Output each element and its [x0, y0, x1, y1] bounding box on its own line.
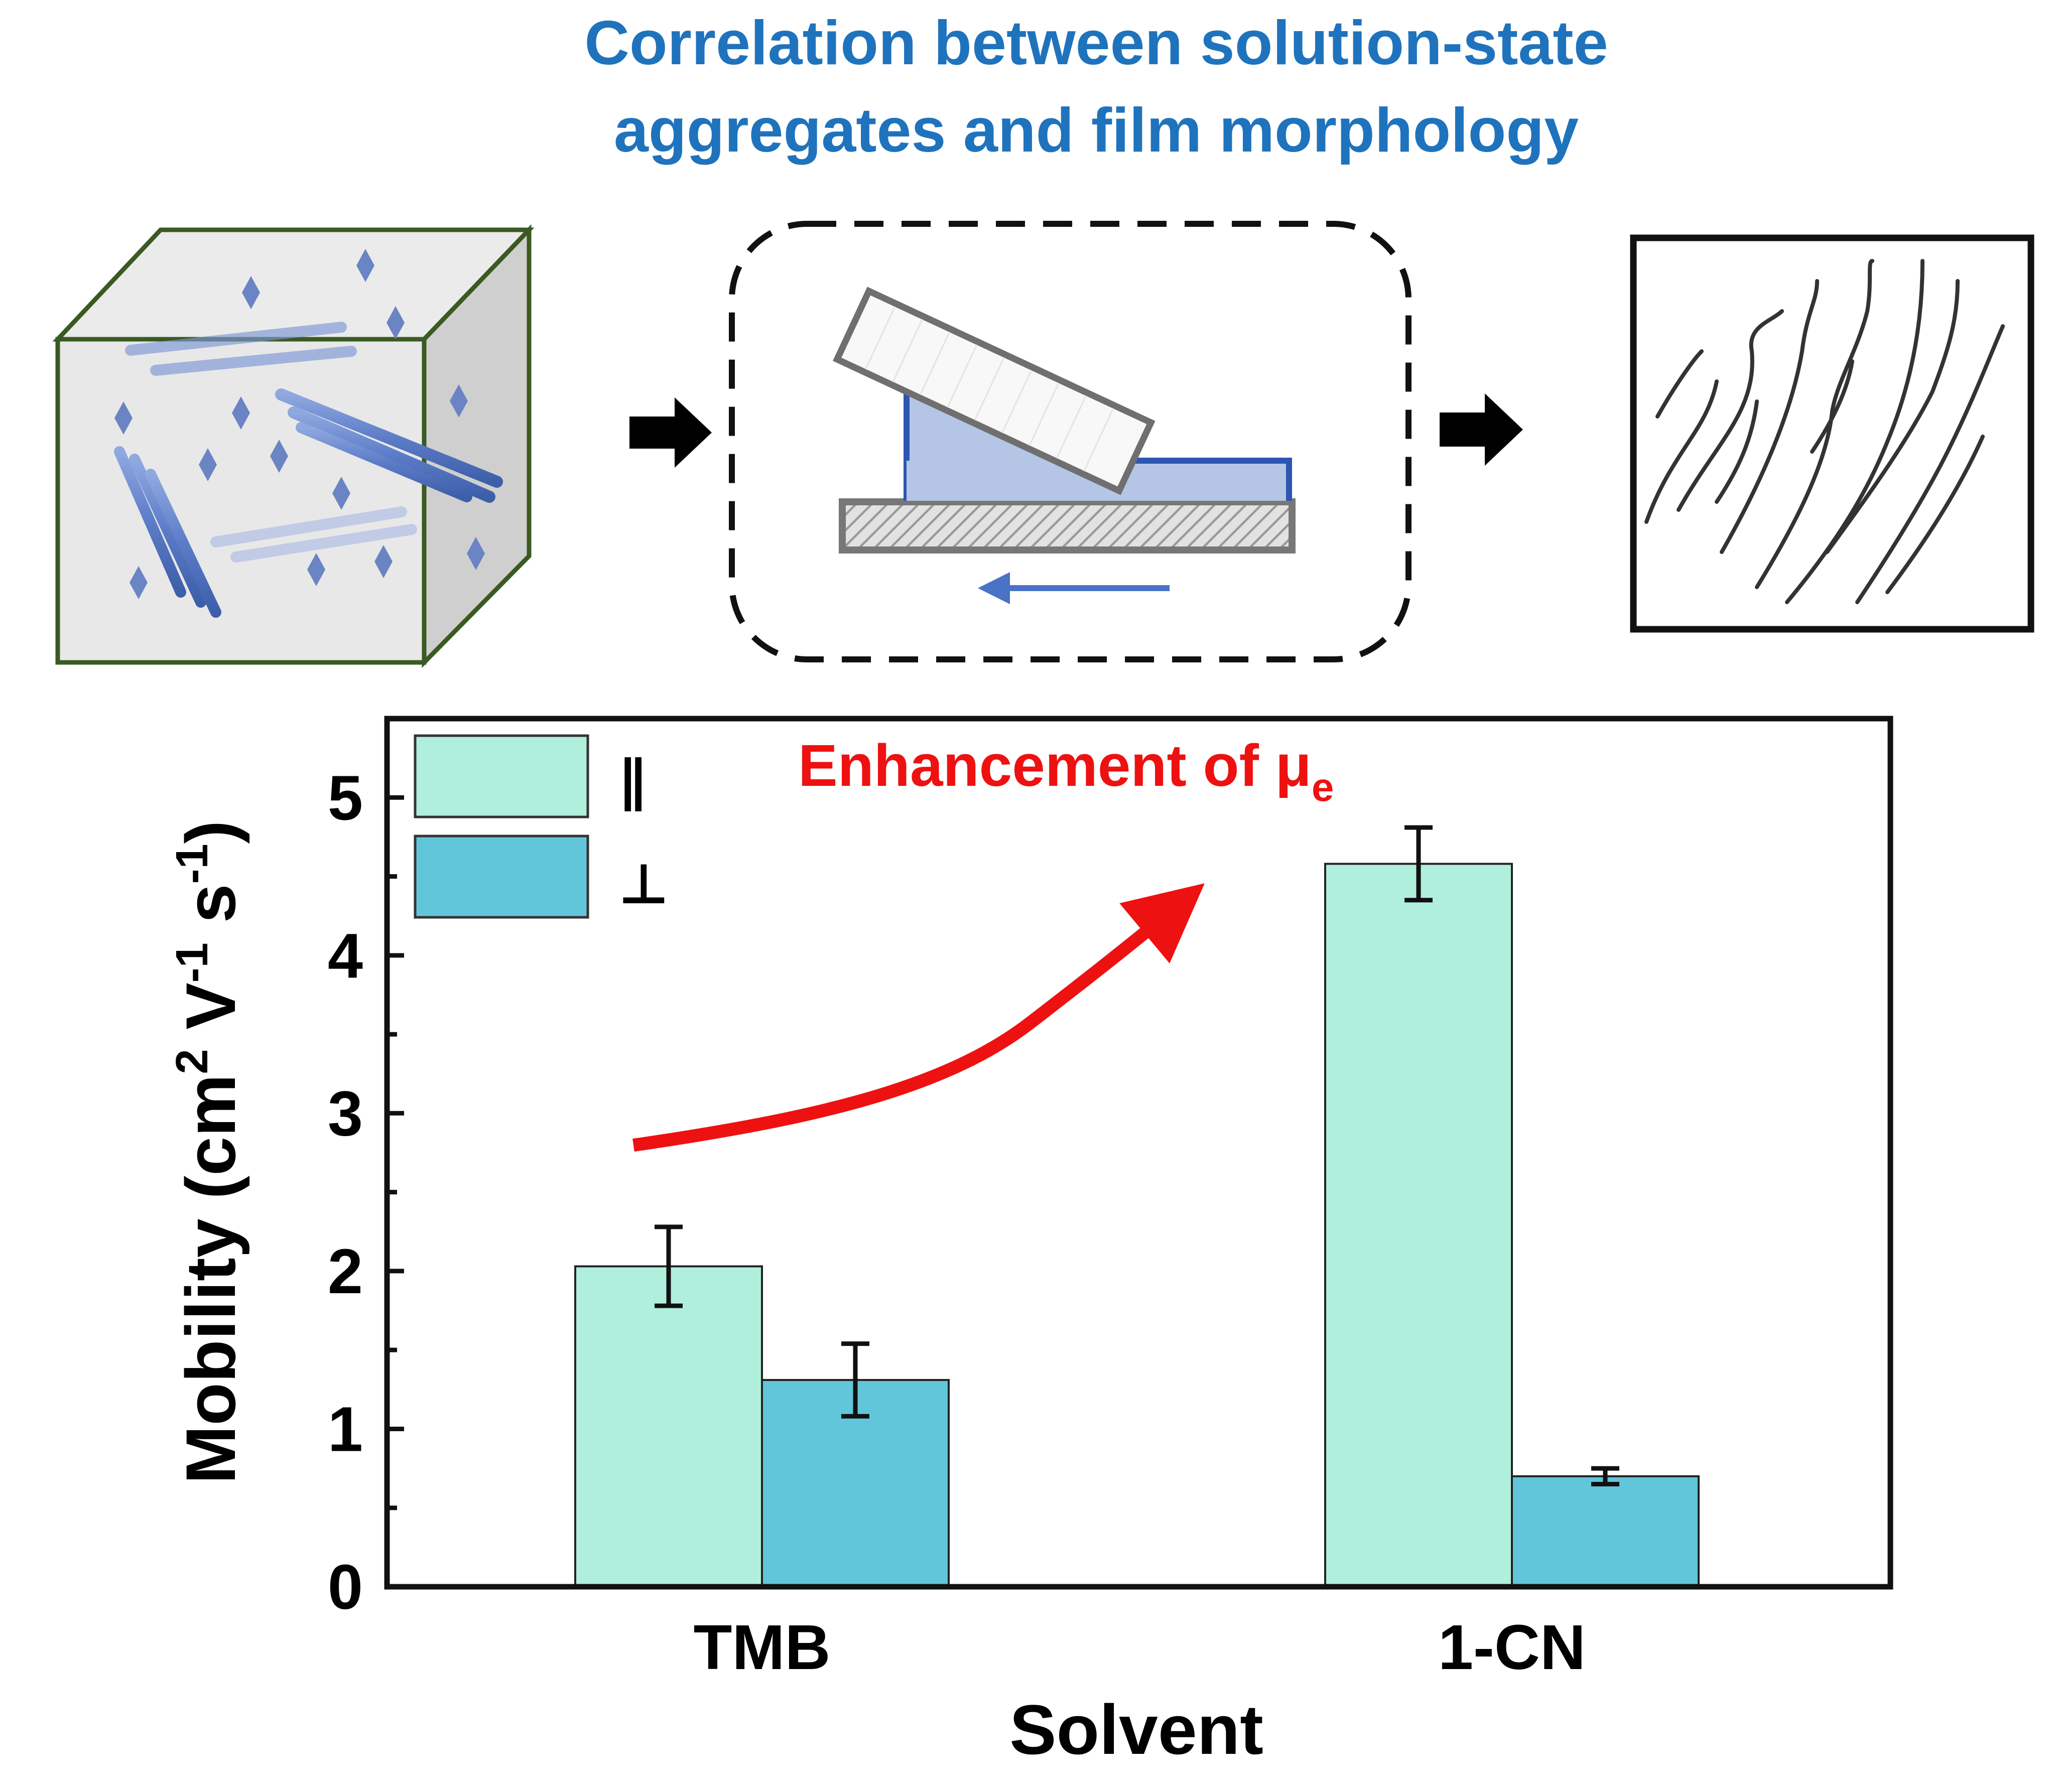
bar-1-CN-series-1 — [1511, 1475, 1700, 1588]
y-tick-label: 5 — [328, 762, 363, 833]
y-tick-label: 2 — [328, 1236, 363, 1307]
legend: ∥ ⊥ — [414, 734, 669, 919]
rod-aggregates — [114, 322, 503, 618]
y-title-main: Mobility (cm — [171, 1074, 250, 1484]
annotation-main: Enhancement of μ — [798, 733, 1312, 799]
x-axis-title: Solvent — [1009, 1690, 1263, 1769]
title-line-2: aggregates and film morphology — [614, 96, 1579, 165]
bars — [574, 863, 1700, 1588]
y-tick-label: 0 — [328, 1552, 363, 1622]
bar-1-CN-series-0 — [1324, 863, 1513, 1588]
y-title-sup2: -1 — [167, 942, 217, 983]
enhancement-annotation: Enhancement of μe — [798, 733, 1334, 809]
y-axis-title: Mobility (cm2 V-1 s-1) — [167, 820, 250, 1484]
legend-swatch-parallel — [414, 734, 589, 818]
y-tick-label: 4 — [328, 920, 363, 991]
blade-coating-icon — [729, 221, 1412, 662]
y-tick-label: 1 — [328, 1394, 363, 1464]
right-arrow-icon — [629, 397, 712, 468]
coating-blade — [832, 287, 1156, 495]
small-molecule-diamonds — [114, 249, 485, 599]
x-axis-tick-labels: TMB 1-CN — [694, 1612, 1586, 1683]
plot-frame — [384, 716, 1893, 1590]
title-line-1: Correlation between solution-state — [584, 9, 1608, 78]
bar-TMB-series-0 — [574, 1265, 763, 1588]
mobility-bar-chart: 0 1 2 3 4 5 TMB 1-CN ∥ ⊥ Enhancement of μe Sol… — [167, 716, 1893, 1769]
enhancement-arrow — [632, 883, 1205, 1152]
y-title-sup3: -1 — [167, 844, 217, 884]
annotation-subscript: e — [1312, 765, 1334, 809]
legend-label-perpendicular: ⊥ — [618, 854, 669, 915]
y-title-v: V — [171, 983, 250, 1049]
aligned-film-morphology-icon — [1630, 234, 2034, 633]
legend-swatch-perpendicular — [414, 835, 589, 919]
error-bars — [655, 825, 1619, 1487]
right-arrow-icon-2 — [1440, 393, 1523, 466]
y-title-s: s — [171, 884, 250, 942]
y-tick-label: 3 — [328, 1078, 363, 1149]
y-title-close: ) — [171, 820, 250, 844]
coating-direction-arrow — [978, 572, 1170, 604]
y-title-sup1: 2 — [167, 1049, 217, 1074]
legend-label-parallel: ∥ — [618, 750, 646, 812]
x-tick-label-TMB: TMB — [694, 1612, 831, 1683]
y-axis-tick-labels: 0 1 2 3 4 5 — [328, 762, 363, 1622]
solution-aggregates-cube-icon — [52, 224, 535, 668]
x-tick-label-1-CN: 1-CN — [1438, 1612, 1586, 1683]
